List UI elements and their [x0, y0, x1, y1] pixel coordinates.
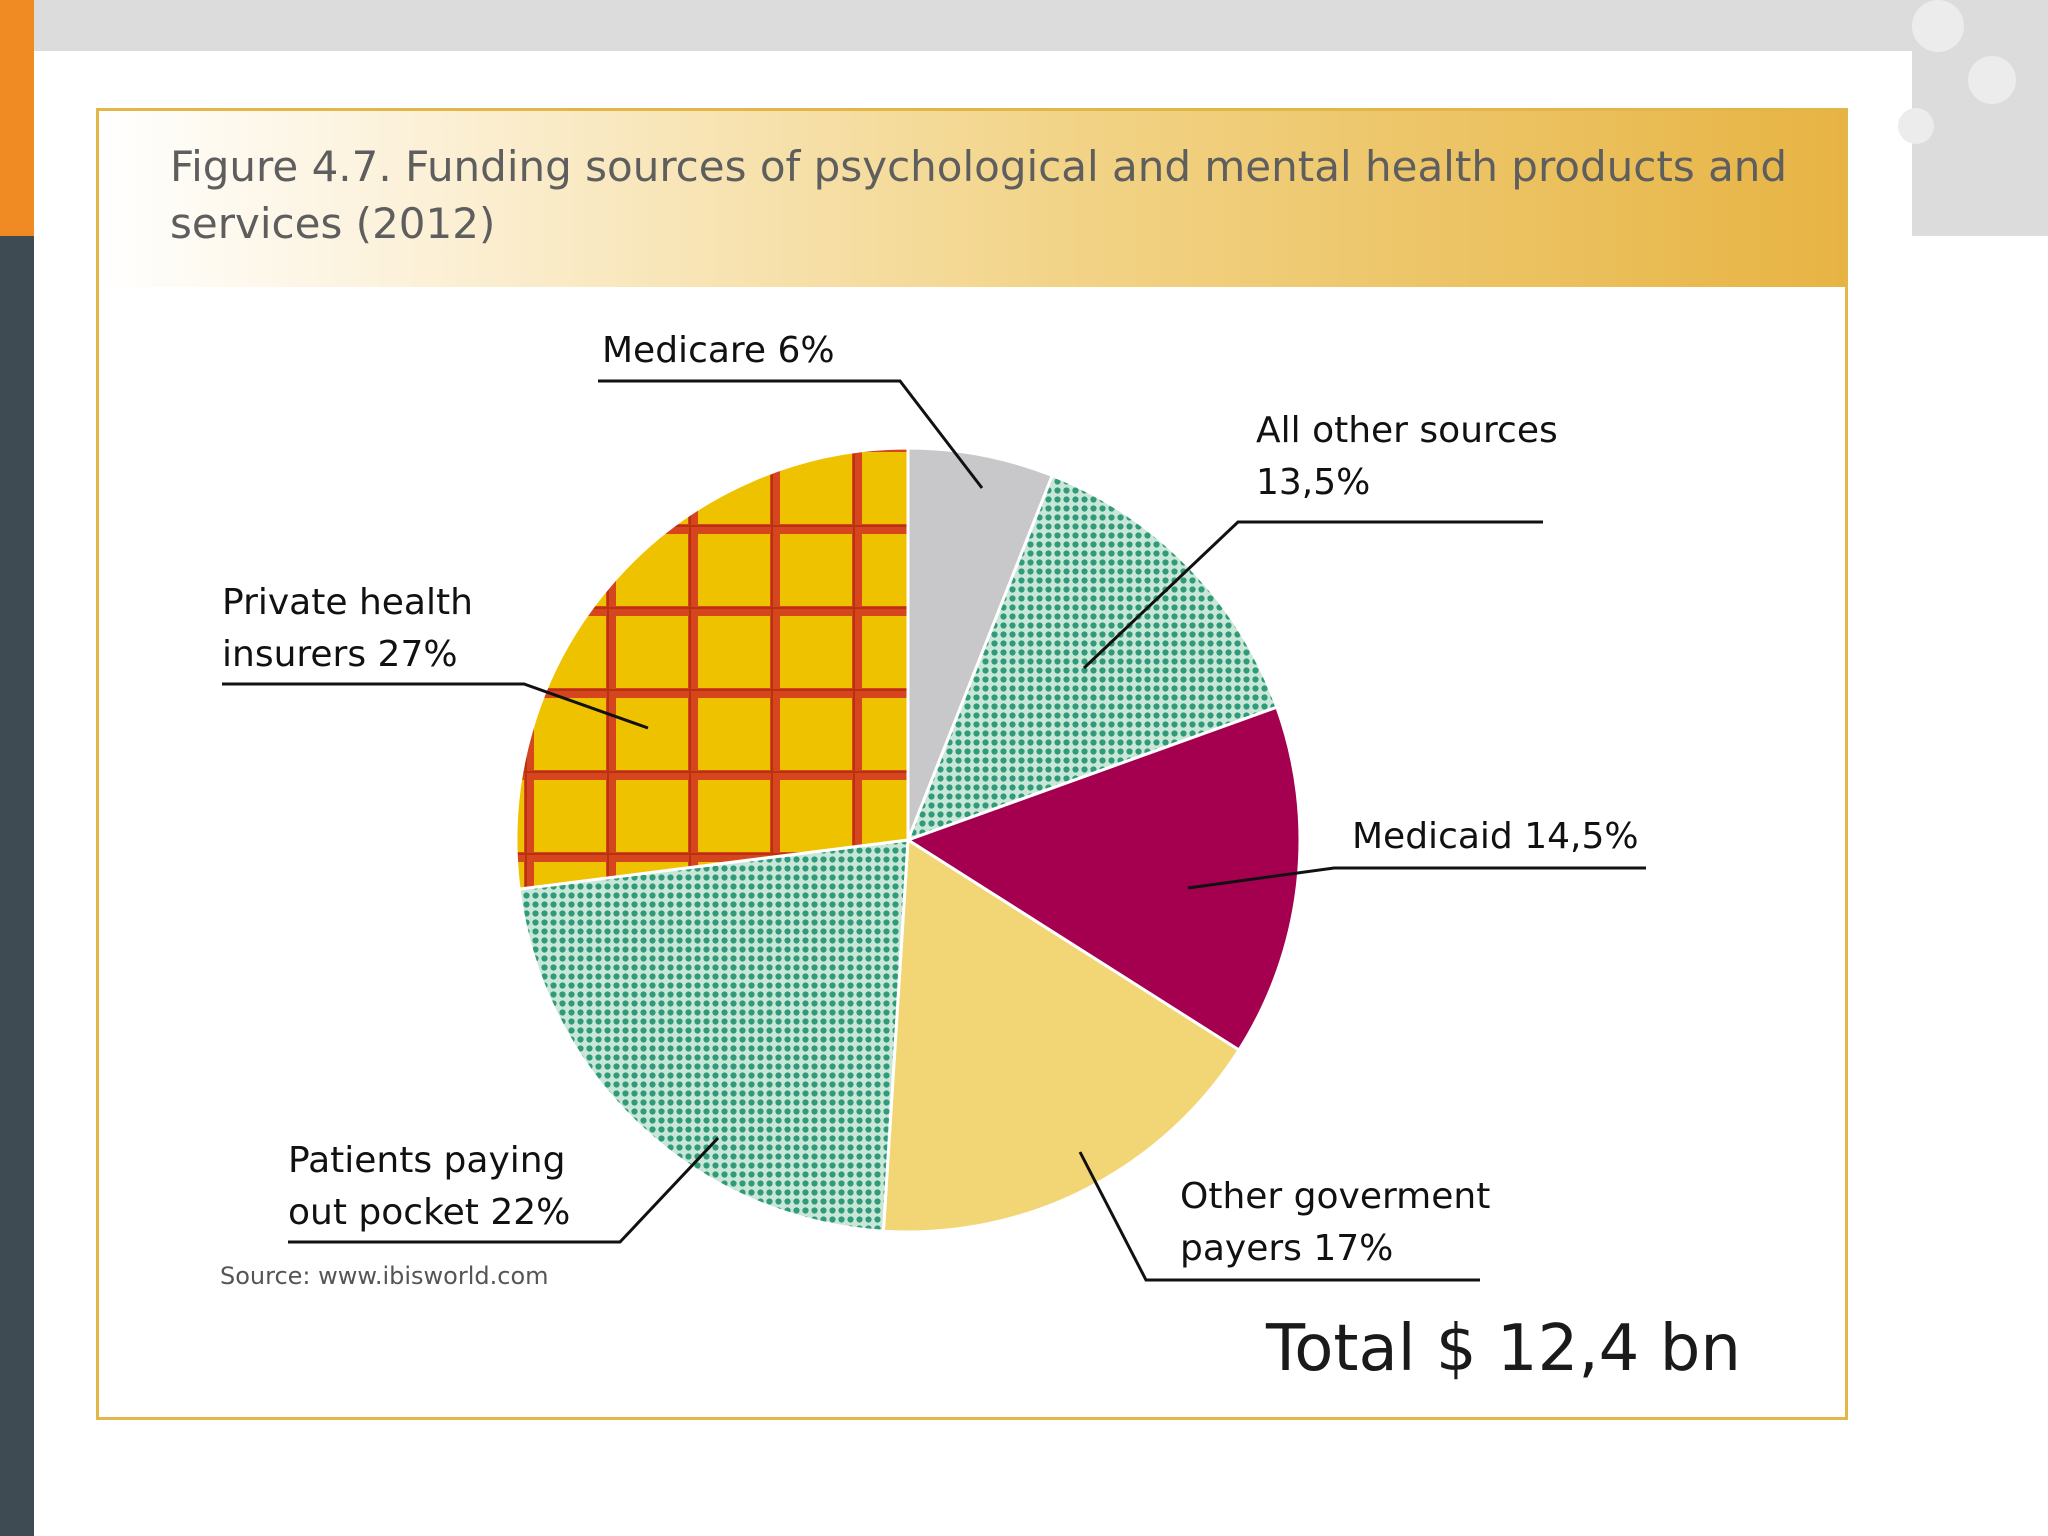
slice-label: Medicare 6%	[602, 330, 835, 371]
slice-label: Medicaid 14,5%	[1352, 816, 1639, 857]
figure-title: Figure 4.7. Funding sources of psycholog…	[170, 142, 1788, 248]
pie-leader-lines	[222, 379, 1646, 1282]
leader-line	[1082, 520, 1543, 670]
slice-label-line: All other sources	[1256, 410, 1558, 451]
slice-label-line: payers 17%	[1180, 1228, 1393, 1269]
slice-label-line: Patients paying	[288, 1140, 565, 1181]
slice-label-line: out pocket 22%	[288, 1192, 570, 1233]
slice-label: Patients paying out pocket 22%	[288, 1140, 570, 1233]
slice-label: All other sources 13,5%	[1256, 410, 1558, 503]
slide-accent-bar	[0, 0, 34, 236]
leader-line	[598, 379, 984, 489]
slice-label: Private health insurers 27%	[222, 582, 473, 675]
leader-line	[288, 1136, 720, 1244]
slice-label-line: Private health	[222, 582, 473, 623]
decorative-circle	[1968, 56, 2016, 104]
slice-label-line: insurers 27%	[222, 634, 458, 675]
slice-label-line: 13,5%	[1256, 462, 1370, 503]
slice-label-line: Medicare 6%	[602, 330, 835, 371]
source-note: Source: www.ibisworld.com	[220, 1262, 549, 1290]
pie-slice-patients-paying-out-pocket	[517, 838, 910, 1233]
leader-line	[1187, 866, 1646, 890]
slice-label: Other goverment payers 17%	[1180, 1176, 1490, 1269]
pie-slices	[514, 446, 1302, 1234]
slide-top-band	[0, 0, 2048, 51]
decorative-circle	[1898, 108, 1934, 144]
total-label: Total $ 12,4 bn	[1266, 1312, 1741, 1386]
slice-label-line: Medicaid 14,5%	[1352, 816, 1639, 857]
pie-outline	[515, 447, 1301, 1233]
decorative-circle	[1912, 0, 1964, 52]
pie-labels: Medicare 6% All other sources 13,5% Medicai…	[222, 330, 1639, 1269]
slide-side-bar	[0, 236, 34, 1536]
leader-line	[1078, 1151, 1480, 1282]
pie-slice-private-health-insurers	[514, 446, 910, 891]
slide-right-band	[1898, 0, 2048, 236]
figure-title-banner	[99, 111, 1845, 287]
leader-line	[222, 682, 649, 730]
slice-label-line: Other goverment	[1180, 1176, 1490, 1217]
